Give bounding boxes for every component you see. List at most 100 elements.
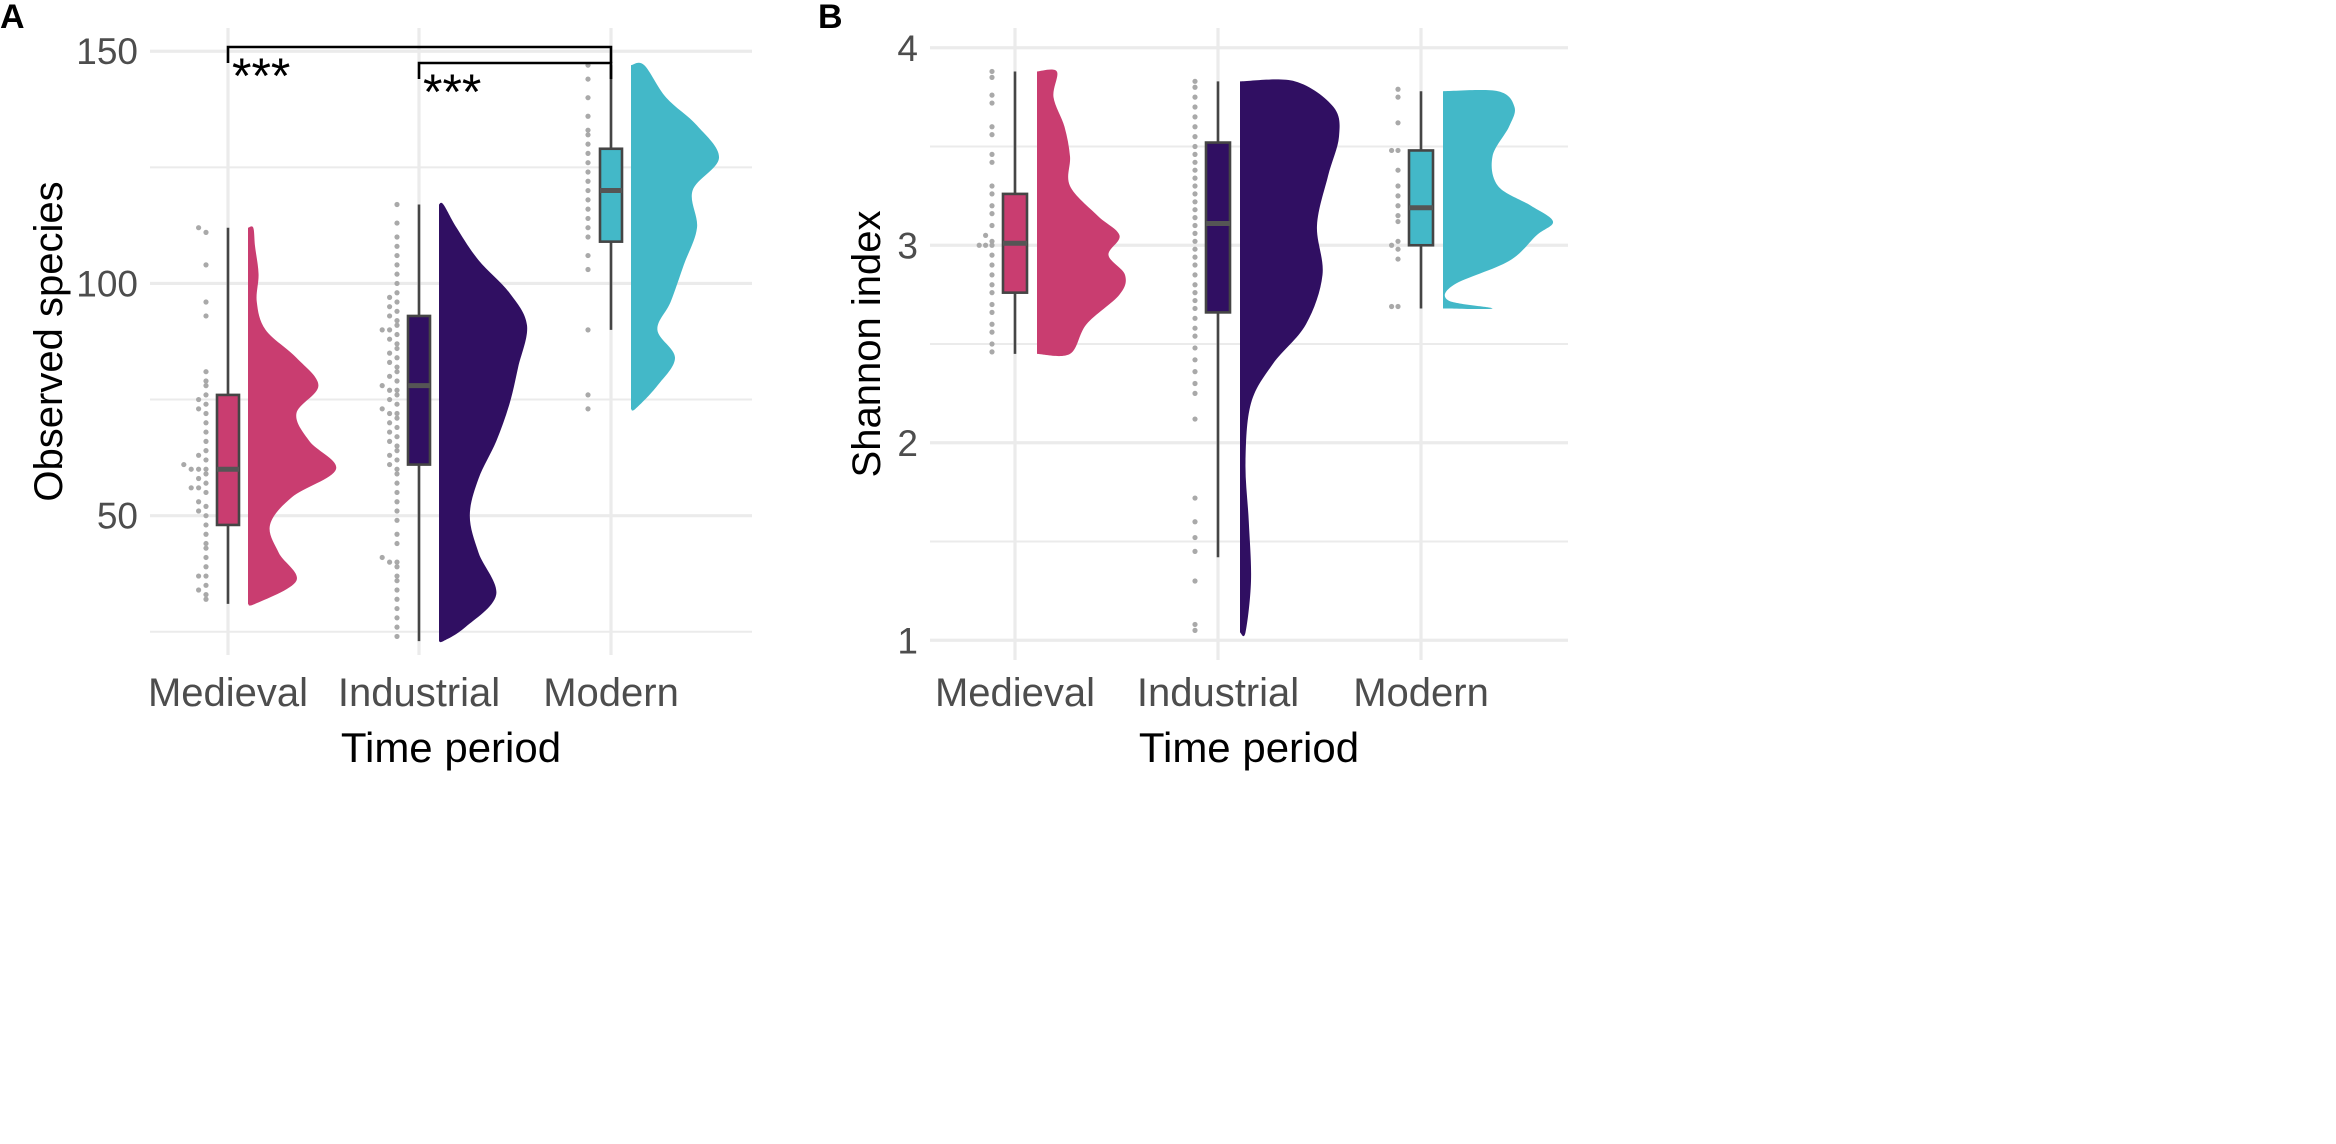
data-point xyxy=(1395,147,1401,154)
data-point xyxy=(394,234,400,240)
data-point xyxy=(203,410,209,417)
data-point xyxy=(1395,193,1401,199)
data-point xyxy=(1192,159,1198,165)
data-point xyxy=(203,262,209,268)
data-point xyxy=(196,396,202,403)
data-point xyxy=(203,554,209,561)
data-point xyxy=(203,531,209,537)
data-point xyxy=(387,387,393,393)
data-point xyxy=(203,438,209,444)
density-medieval xyxy=(1037,69,1126,357)
data-point xyxy=(989,100,995,106)
data-point xyxy=(387,420,393,426)
y-tick-label: 50 xyxy=(97,496,138,537)
data-point xyxy=(989,242,995,248)
data-point xyxy=(394,308,400,314)
x-axis-title: Time period xyxy=(1139,724,1359,771)
data-point xyxy=(394,392,400,398)
data-point xyxy=(387,336,393,342)
data-point xyxy=(394,252,400,259)
data-point xyxy=(1192,246,1198,252)
data-point xyxy=(394,434,400,440)
data-point xyxy=(585,215,591,222)
data-point xyxy=(585,169,591,175)
data-point xyxy=(585,127,591,133)
data-point xyxy=(394,355,400,361)
data-point xyxy=(394,531,400,537)
x-axis-title: Time period xyxy=(341,724,561,771)
y-tick-label: 1 xyxy=(897,620,918,661)
data-point xyxy=(1192,238,1198,244)
data-point xyxy=(203,392,209,398)
data-point xyxy=(394,299,400,305)
data-point xyxy=(196,587,202,593)
data-point xyxy=(387,396,393,403)
data-point xyxy=(1192,215,1198,221)
data-point xyxy=(1389,303,1395,310)
data-point xyxy=(1192,297,1198,304)
data-point xyxy=(1192,124,1198,130)
data-point xyxy=(1192,380,1198,387)
box-industrial xyxy=(406,314,432,466)
data-point xyxy=(1192,519,1198,525)
data-point xyxy=(1192,143,1198,150)
data-point xyxy=(989,124,995,130)
data-point xyxy=(196,499,202,505)
data-point xyxy=(989,252,995,258)
data-point xyxy=(196,573,202,579)
data-point xyxy=(585,113,591,119)
data-point xyxy=(203,489,209,496)
data-point xyxy=(1192,548,1198,554)
y-tick-label: 3 xyxy=(897,225,918,266)
data-point xyxy=(1192,114,1198,120)
data-point xyxy=(203,540,209,547)
data-point xyxy=(1192,94,1198,100)
data-point xyxy=(203,299,209,305)
data-point xyxy=(1192,290,1198,296)
box-medieval xyxy=(215,393,241,527)
data-point xyxy=(585,178,591,184)
data-point xyxy=(989,309,995,315)
data-point xyxy=(585,141,591,147)
data-point xyxy=(1192,416,1198,422)
x-tick-label: Industrial xyxy=(338,671,500,715)
data-point xyxy=(1389,147,1395,154)
box-industrial xyxy=(1204,141,1232,314)
data-point xyxy=(394,605,400,612)
data-point xyxy=(1192,369,1198,375)
data-point xyxy=(203,503,209,509)
data-point xyxy=(394,540,400,547)
data-point xyxy=(394,410,400,417)
data-point xyxy=(387,350,393,356)
data-point xyxy=(585,95,591,101)
data-point xyxy=(203,522,209,528)
panel-label: B xyxy=(818,0,843,36)
data-point xyxy=(585,327,591,333)
data-point xyxy=(387,304,393,310)
data-point xyxy=(394,578,400,584)
data-point xyxy=(196,466,202,472)
box-modern xyxy=(598,147,624,243)
data-point xyxy=(989,321,995,327)
data-point xyxy=(394,401,400,407)
data-point xyxy=(989,349,995,355)
data-point xyxy=(1192,345,1198,351)
data-point xyxy=(1192,262,1198,268)
x-tick-label: Modern xyxy=(543,671,679,715)
data-point xyxy=(394,633,400,640)
data-point xyxy=(976,242,982,248)
data-point xyxy=(989,290,995,296)
data-point xyxy=(379,327,385,333)
data-point xyxy=(1395,303,1401,310)
data-point xyxy=(989,262,995,268)
data-point xyxy=(203,471,209,477)
data-point xyxy=(394,596,400,602)
data-point xyxy=(203,420,209,426)
data-point xyxy=(1192,175,1198,181)
data-point xyxy=(1192,134,1198,140)
y-tick-label: 2 xyxy=(897,423,918,464)
x-tick-label: Medieval xyxy=(148,671,308,715)
data-point xyxy=(394,564,400,570)
data-point xyxy=(585,406,591,412)
data-point xyxy=(387,452,393,458)
